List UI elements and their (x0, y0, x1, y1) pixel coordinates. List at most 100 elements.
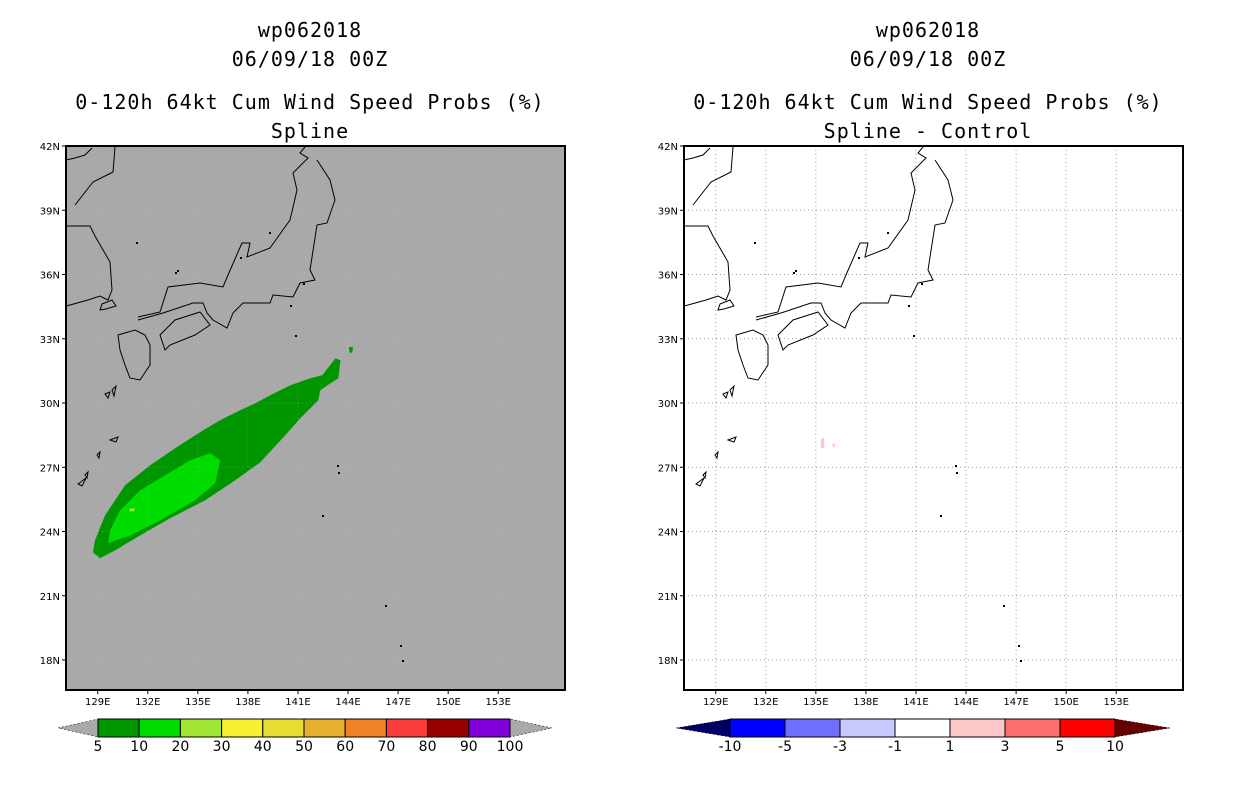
panel-0-tick-label-lon: 150E (435, 697, 460, 708)
island-7 (913, 335, 915, 337)
colorbar-1-swatch-5 (1004, 718, 1061, 738)
colorbar-1-label: -5 (778, 739, 792, 755)
left-title-method: Spline (270, 119, 350, 143)
island-5 (303, 283, 305, 285)
island-11 (1003, 605, 1005, 607)
colorbar-1-label: -10 (719, 739, 742, 755)
colorbar-1-label: 5 (1056, 739, 1065, 755)
colorbar-1-label: -1 (888, 739, 902, 755)
colorbar-0-swatch-0 (97, 718, 140, 738)
colorbar-0-swatch-7 (385, 718, 429, 738)
island-1 (177, 270, 179, 272)
coastline-4 (137, 159, 336, 329)
coastline-1 (692, 146, 734, 206)
panel-1-coastlines (683, 146, 1022, 662)
coastline-4 (755, 159, 954, 329)
panel-0-plot-background (66, 146, 565, 690)
panel-0-tick-label-lon: 129E (85, 697, 110, 708)
panel-1-plot-frame (683, 145, 1184, 691)
panel-0-tick-label-lat: 21N (40, 592, 60, 603)
coastline-9 (77, 436, 119, 487)
panel-0-tick-label-lat: 36N (40, 271, 60, 282)
colorbar-0-swatch-4 (262, 718, 305, 738)
colorbar-0-label: 20 (171, 739, 189, 755)
right-title-method: Spline - Control (823, 119, 1033, 143)
panel-1-contour-1-3-0 (820, 437, 825, 448)
colorbar-1-swatch-1 (784, 718, 841, 738)
panel-0-tick-label-lon: 141E (285, 697, 310, 708)
colorbar-0-swatch-8 (427, 718, 470, 738)
colorbar-0-label: 10 (130, 739, 148, 755)
panel-1-tick-label-lon: 135E (803, 697, 828, 708)
coastline-7 (99, 299, 117, 311)
island-8 (337, 465, 339, 467)
colorbar-1-label: 10 (1106, 739, 1124, 755)
island-2 (793, 272, 795, 274)
island-12 (400, 645, 402, 647)
coastline-6 (117, 329, 151, 381)
panel-1-tick-label-lat: 39N (658, 206, 678, 217)
coastline-3 (137, 146, 309, 318)
colorbar-1-label: -3 (833, 739, 847, 755)
colorbar-1-label: 3 (1001, 739, 1010, 755)
colorbar-0-label: 5 (94, 739, 103, 755)
panel-0-tick-label-lon: 135E (185, 697, 210, 708)
coastline-5 (159, 311, 211, 351)
panel-1-tick-label-lon: 141E (903, 697, 928, 708)
colorbar-0-swatch-2 (179, 718, 223, 738)
island-9 (956, 472, 958, 474)
panel-1-tick-label-lon: 129E (703, 697, 728, 708)
coastline-2 (683, 147, 711, 161)
panel-0-contour-20-30-0 (129, 508, 135, 512)
colorbar-0-label: 80 (419, 739, 437, 755)
island-6 (908, 305, 910, 307)
colorbar-0-swatch-6 (344, 718, 387, 738)
panel-1-tick-label-lat: 33N (658, 335, 678, 346)
panel-1-tick-label-lon: 147E (1003, 697, 1028, 708)
right-title-date: 06/09/18 00Z (849, 47, 1007, 71)
island-10 (940, 515, 942, 517)
panel-0-plot-frame (65, 145, 566, 691)
colorbar-0-swatch-9 (468, 718, 511, 738)
panel-1-tick-label-lon: 144E (953, 697, 978, 708)
panel-0-tick-label-lat: 39N (40, 206, 60, 217)
island-7 (295, 335, 297, 337)
left-title-product: 0-120h 64kt Cum Wind Speed Probs (%) (75, 90, 545, 114)
panel-0-tick-label-lon: 132E (135, 697, 160, 708)
island-13 (1020, 660, 1022, 662)
coastline-0 (65, 225, 113, 307)
island-4 (269, 232, 271, 234)
coastline-1 (74, 146, 116, 206)
panel-0-coastlines (65, 146, 404, 662)
panel-0-contour-10-20-0 (108, 453, 221, 544)
island-9 (338, 472, 340, 474)
colorbar-0-label: 40 (254, 739, 272, 755)
colorbar-0-label: 90 (460, 739, 478, 755)
colorbar-1-under-triangle (675, 718, 731, 738)
panel-0-tick-label-lat: 24N (40, 528, 60, 539)
colorbar-1-swatch-3 (894, 718, 951, 738)
colorbar-0-label: 100 (497, 739, 524, 755)
panel-0-tick-label-lat: 27N (40, 463, 60, 474)
panel-0-tick-label-lat: 33N (40, 335, 60, 346)
panel-1-tick-label-lat: 42N (658, 142, 678, 153)
panel-0-tick-label-lon: 147E (385, 697, 410, 708)
left-title-date: 06/09/18 00Z (231, 47, 389, 71)
coastline-5 (777, 311, 829, 351)
left-title-storm-id: wp062018 (257, 18, 363, 42)
panel-0-tick-label-lon: 138E (235, 697, 260, 708)
panel-1-tick-label-lat: 36N (658, 271, 678, 282)
panel-1-tick-label-lon: 153E (1104, 697, 1129, 708)
coastline-2 (65, 147, 93, 161)
island-6 (290, 305, 292, 307)
colorbar-0-swatch-3 (221, 718, 264, 738)
island-10 (322, 515, 324, 517)
island-0 (754, 242, 756, 244)
coastline-8 (104, 384, 117, 400)
panel-1-plot-background (684, 146, 1183, 690)
coastline-6 (735, 329, 769, 381)
coastline-8 (722, 384, 735, 400)
colorbar-0-label: 30 (213, 739, 231, 755)
island-0 (136, 242, 138, 244)
